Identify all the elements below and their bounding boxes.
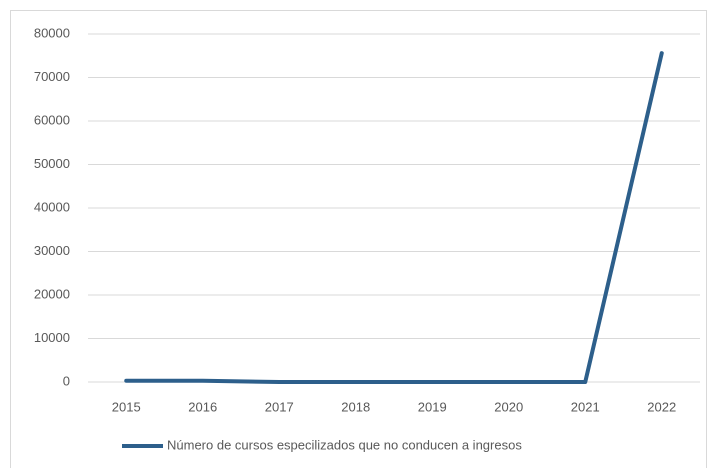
- x-tick-label: 2016: [188, 399, 217, 414]
- y-tick-label: 80000: [34, 25, 70, 40]
- x-tick-label: 2020: [494, 399, 523, 414]
- y-tick-label: 50000: [34, 156, 70, 171]
- x-tick-label: 2019: [418, 399, 447, 414]
- y-tick-label: 40000: [34, 199, 70, 214]
- x-tick-label: 2022: [647, 399, 676, 414]
- x-tick-label: 2015: [112, 399, 141, 414]
- y-tick-label: 30000: [34, 243, 70, 258]
- y-tick-label: 70000: [34, 69, 70, 84]
- legend-label: Número de cursos especilizados que no co…: [167, 437, 522, 452]
- data-line: [124, 51, 664, 384]
- y-tick-label: 10000: [34, 330, 70, 345]
- y-tick-label: 0: [63, 373, 70, 388]
- x-tick-label: 2018: [341, 399, 370, 414]
- y-tick-label: 60000: [34, 112, 70, 127]
- y-tick-label: 20000: [34, 286, 70, 301]
- x-tick-label: 2017: [265, 399, 294, 414]
- chart-frame: [10, 10, 707, 468]
- x-tick-label: 2021: [571, 399, 600, 414]
